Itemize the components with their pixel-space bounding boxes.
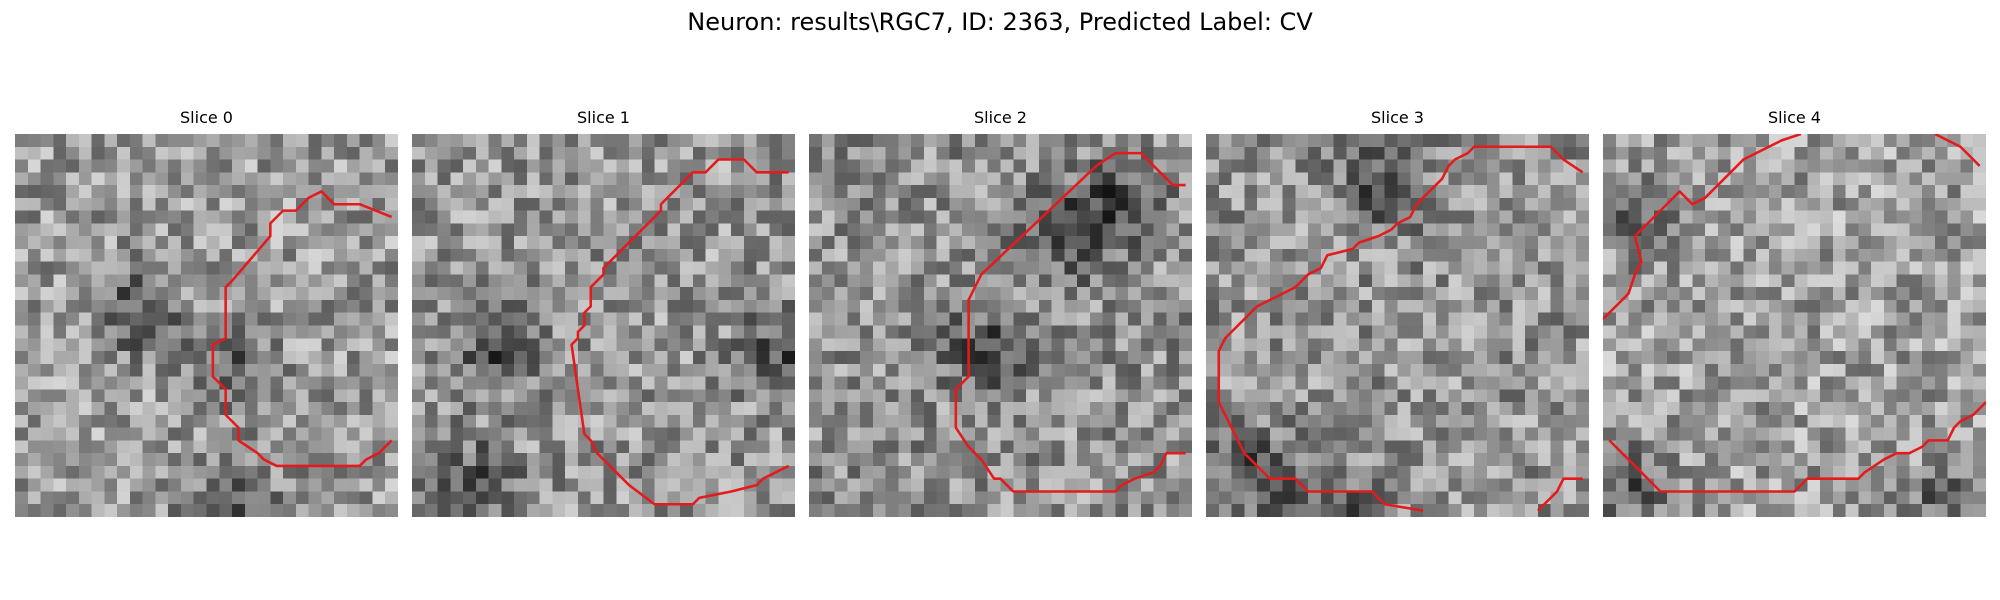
slice-panel-0: Slice 0 (15, 108, 398, 517)
pixel-grid (412, 134, 795, 517)
slice-panel-2: Slice 2 (809, 108, 1192, 517)
slice-title: Slice 3 (1371, 108, 1424, 127)
segmentation-contour (570, 158, 790, 506)
slice-panel-3: Slice 3 (1206, 108, 1589, 517)
segmentation-contour (1608, 401, 1986, 493)
slice-image-3 (1206, 134, 1589, 517)
segmentation-contour (1603, 134, 1802, 321)
pixel-grid (809, 134, 1192, 517)
segmentation-contour (1537, 477, 1583, 512)
segmentation-contour (211, 190, 393, 468)
slice-title: Slice 0 (180, 108, 233, 127)
pixel-grid (1206, 134, 1589, 517)
slice-title: Slice 2 (974, 108, 1027, 127)
segmentation-contour (1217, 145, 1584, 512)
slice-image-1 (412, 134, 795, 517)
slice-title: Slice 1 (577, 108, 630, 127)
pixel-grid (1603, 134, 1986, 517)
slice-image-0 (15, 134, 398, 517)
slice-image-4 (1603, 134, 1986, 517)
figure-title: Neuron: results\RGC7, ID: 2363, Predicte… (687, 8, 1313, 36)
segmentation-contour (1934, 134, 1981, 167)
segmentation-contour (954, 151, 1186, 493)
slice-title: Slice 4 (1768, 108, 1821, 127)
slice-panel-4: Slice 4 (1603, 108, 1986, 517)
slice-panel-1: Slice 1 (412, 108, 795, 517)
pixel-grid (15, 134, 398, 517)
slice-image-2 (809, 134, 1192, 517)
